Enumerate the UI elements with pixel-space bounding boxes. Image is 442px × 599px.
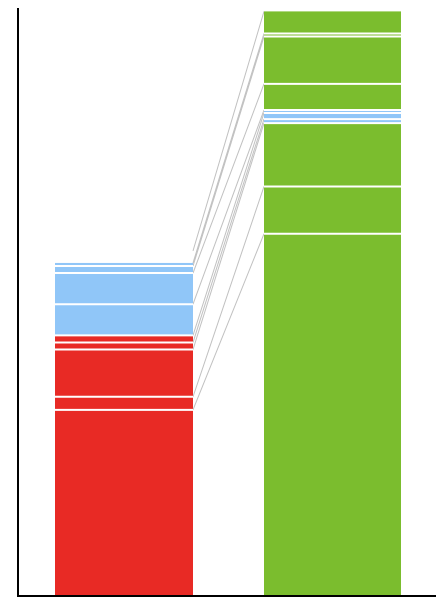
bar-right-segment-4 <box>264 119 401 124</box>
bar-left-segment-3 <box>55 349 193 397</box>
connector-line-3 <box>192 122 265 350</box>
bar-left-segment-6 <box>55 304 193 336</box>
bar-right-segment-9 <box>264 33 401 37</box>
bar-left-segment-4 <box>55 342 193 350</box>
connector-line-8 <box>192 36 265 267</box>
bar-right-segment-8 <box>264 36 401 84</box>
bar-left-segment-2 <box>55 396 193 410</box>
connector-line-10 <box>192 11 265 252</box>
bar-right-segment-6 <box>264 110 401 114</box>
connector-line-9 <box>192 33 265 264</box>
bar-right-segment-7 <box>264 83 401 111</box>
bar-right-segment-2 <box>264 186 401 234</box>
connector-line-4 <box>192 118 265 343</box>
bar-left-segment-9 <box>55 262 193 266</box>
connector-line-7 <box>192 83 265 274</box>
bar-right-segment-1 <box>264 233 401 596</box>
bar-left-segment-8 <box>55 265 193 274</box>
bar-left-segment-7 <box>55 273 193 305</box>
connector-line-1 <box>192 233 265 411</box>
bar-right-segment-3 <box>264 123 401 187</box>
connector-line-2 <box>192 186 265 397</box>
connector-line-5 <box>192 112 265 336</box>
connector-line-6 <box>192 109 265 305</box>
bar-right-segment-10 <box>264 11 401 34</box>
bar-right-segment-5 <box>264 113 401 120</box>
bar-left-segment-5 <box>55 335 193 343</box>
bar-left-segment-1 <box>55 409 193 596</box>
